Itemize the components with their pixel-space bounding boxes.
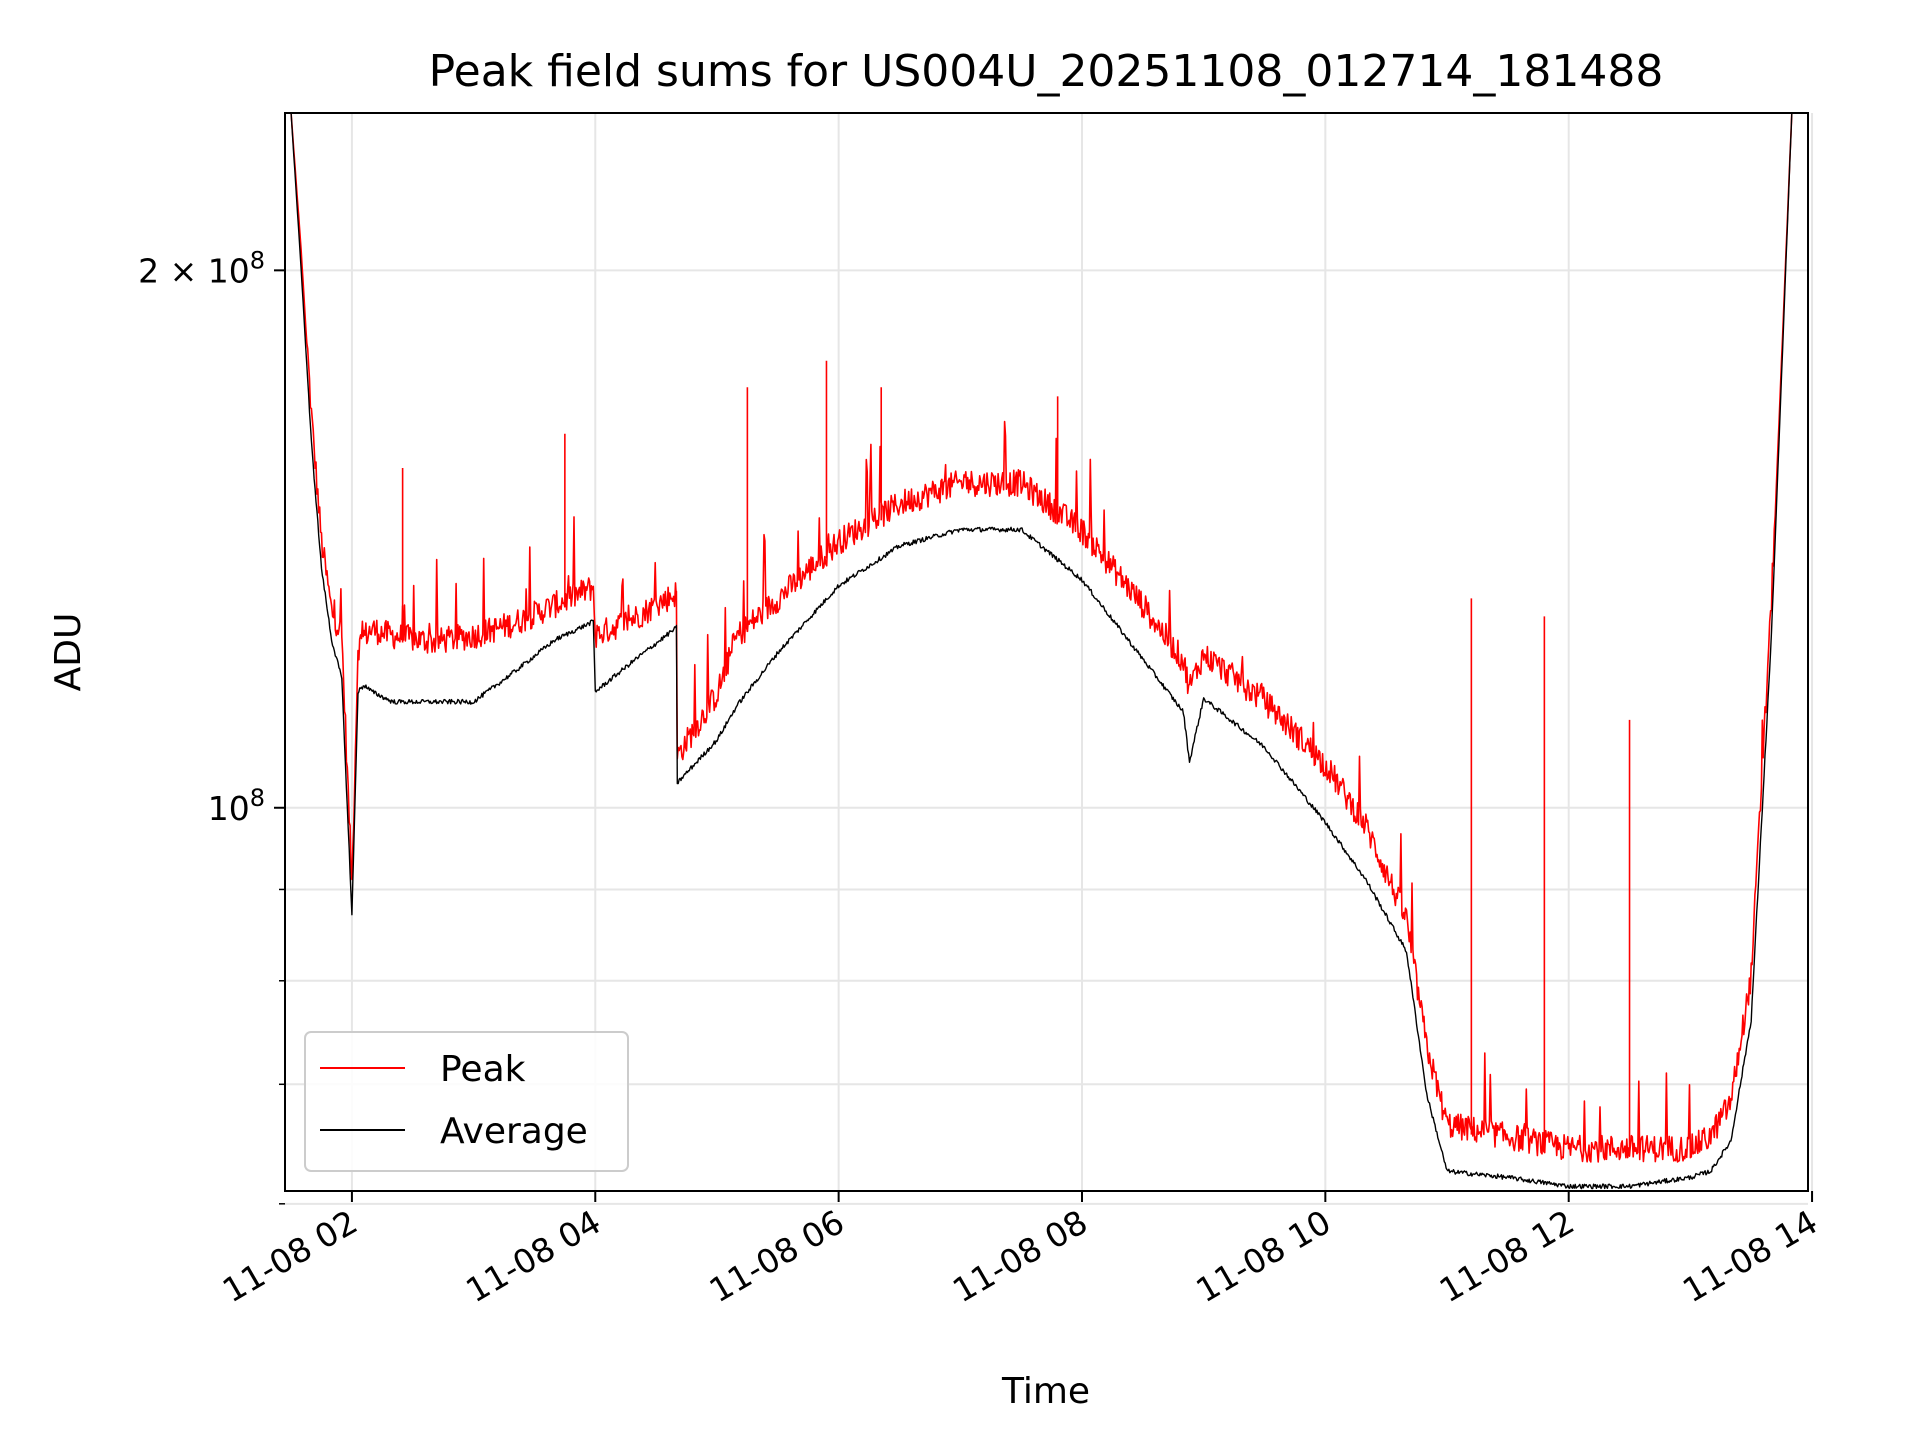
series-layer [290,113,1793,1190]
legend-average-label: Average [440,1111,588,1152]
chart-title: Peak field sums for US004U_20251108_0127… [429,46,1664,97]
x-axis-label: Time [1001,1371,1090,1412]
series-line-average [290,113,1793,1190]
legend: Peak Average [304,1031,629,1172]
y-tick-label: 2 × 108 [138,246,265,290]
y-axis-label: ADU [48,613,89,692]
series-line-peak [290,113,1793,1163]
legend-box [304,1031,629,1172]
plot-frame [284,112,1809,1192]
legend-peak-label: Peak [440,1049,526,1090]
